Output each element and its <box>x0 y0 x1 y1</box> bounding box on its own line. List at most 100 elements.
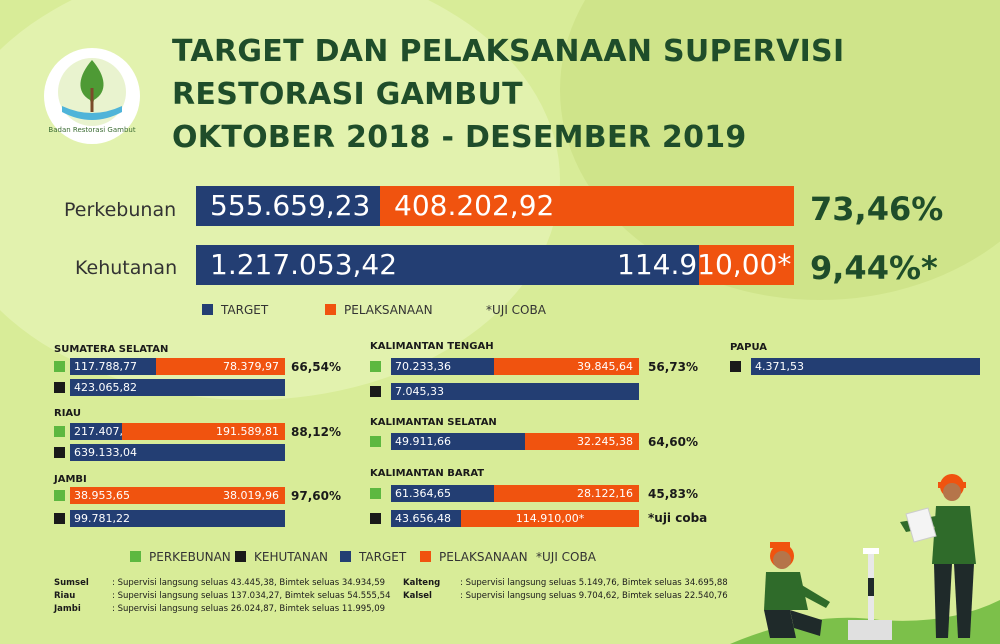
percent: 88,12% <box>291 425 341 439</box>
footnote-text: : Supervisi langsung seluas 137.034,27, … <box>112 591 391 601</box>
bar-perkebunan: 61.364,65 28.122,16 <box>391 485 639 502</box>
bar-segment-target: 555.659,23 <box>196 186 380 226</box>
bar-segment-pelaksanaan: 114.910,00* <box>461 510 639 527</box>
bar-perkebunan: 117.788,77 78.379,97 <box>70 358 285 375</box>
uji-coba-note: *uji coba <box>648 511 708 525</box>
footnote-text: : Supervisi langsung seluas 5.149,76, Bi… <box>460 578 728 588</box>
logo-text: Badan Restorasi Gambut <box>48 126 136 134</box>
legend-item-target: TARGET <box>202 303 268 317</box>
footnote-label: Kalsel <box>403 591 432 601</box>
kehutanan-marker <box>730 361 741 372</box>
bar-value-target: 38.953,65 <box>74 489 130 502</box>
region-name: KALIMANTAN SELATAN <box>370 417 497 428</box>
bar-segment-pelaksanaan: 28.122,16 <box>494 485 639 502</box>
row-label-perkebunan: Perkebunan <box>64 199 177 221</box>
bar-kehutanan: 423.065,82 <box>70 379 285 396</box>
legend-item-pelaksanaan: PELAKSANAAN <box>420 550 528 564</box>
legend-label: PELAKSANAAN <box>439 550 528 564</box>
region-name: KALIMANTAN BARAT <box>370 468 485 479</box>
legend-item-perkebunan: PERKEBUNAN <box>130 550 231 564</box>
bar-segment-pelaksanaan <box>699 245 794 285</box>
footnote-text: : Supervisi langsung seluas 9.704,62, Bi… <box>460 591 728 601</box>
perkebunan-marker <box>370 361 381 372</box>
footnote-label: Kalteng <box>403 578 441 588</box>
legend-label: PERKEBUNAN <box>149 550 231 564</box>
legend-item-uji-coba: *UJI COBA <box>486 303 546 317</box>
legend-label: PELAKSANAAN <box>344 303 433 317</box>
region-name: RIAU <box>54 408 81 419</box>
footnote-text: : Supervisi langsung seluas 26.024,87, B… <box>112 604 386 614</box>
bar-segment-pelaksanaan <box>70 487 285 504</box>
region-name: KALIMANTAN TENGAH <box>370 341 494 352</box>
bar-kehutanan: 99.781,22 <box>70 510 285 527</box>
legend-swatch <box>325 304 336 315</box>
kehutanan-marker <box>54 447 65 458</box>
bar-kehutanan: 639.133,04 <box>70 444 285 461</box>
tree-icon <box>58 58 126 126</box>
bar-perkebunan: 217.407,14 191.589,81 <box>70 423 285 440</box>
footnote-label: Jambi <box>54 604 81 614</box>
footnote-label: Sumsel <box>54 578 89 588</box>
percent-kehutanan: 9,44%* <box>810 249 938 287</box>
percent: 97,60% <box>291 489 341 503</box>
perkebunan-marker <box>54 490 65 501</box>
percent: 56,73% <box>648 360 698 374</box>
legend-item-pelaksanaan: PELAKSANAAN <box>325 303 433 317</box>
bar-segment-target: 99.781,22 <box>70 510 285 527</box>
footnote-text: : Supervisi langsung seluas 43.445,38, B… <box>112 578 386 588</box>
legend-label: TARGET <box>359 550 407 564</box>
perkebunan-marker <box>54 426 65 437</box>
logo: Badan Restorasi Gambut <box>44 48 140 144</box>
kehutanan-marker <box>370 386 381 397</box>
bar-perkebunan: 555.659,23 408.202,92 <box>196 186 794 226</box>
bar-segment-target: 1.217.053,42 <box>196 245 794 285</box>
kehutanan-marker <box>370 513 381 524</box>
bar-segment-target: 43.656,48 <box>391 510 461 527</box>
bar-segment-target: 49.911,66 <box>391 433 525 450</box>
bar-segment-pelaksanaan: 32.245,38 <box>525 433 639 450</box>
bar-kehutanan: 7.045,33 <box>391 383 639 400</box>
legend-item-kehutanan: KEHUTANAN <box>235 550 328 564</box>
region-name: PAPUA <box>730 342 768 353</box>
perkebunan-marker <box>54 361 65 372</box>
bar-segment-pelaksanaan: 408.202,92 <box>380 186 794 226</box>
kehutanan-marker <box>54 513 65 524</box>
bar-perkebunan: 38.953,65 38.019,96 <box>70 487 285 504</box>
legend-label: TARGET <box>221 303 269 317</box>
bar-segment-pelaksanaan: 78.379,97 <box>156 358 285 375</box>
bar-segment-pelaksanaan: 191.589,81 <box>122 423 285 440</box>
legend-swatch <box>130 551 141 562</box>
legend-swatch <box>420 551 431 562</box>
bar-segment-target: 217.407,14 <box>70 423 137 440</box>
perkebunan-marker <box>370 488 381 499</box>
bar-kehutanan: 1.217.053,42 114.910,00* <box>196 245 794 285</box>
bar-segment-pelaksanaan: 39.845,64 <box>494 358 639 375</box>
title-line: OKTOBER 2018 - DESEMBER 2019 <box>172 120 747 155</box>
row-label-kehutanan: Kehutanan <box>75 257 178 279</box>
workers-illustration <box>730 474 1000 644</box>
legend-item-uji-coba: *UJI COBA <box>536 550 596 564</box>
bar-segment-target: 423.065,82 <box>70 379 285 396</box>
bar-kehutanan: 43.656,48 114.910,00* <box>391 510 639 527</box>
bar-segment-target: 117.788,77 <box>70 358 156 375</box>
bar-value-pelaksanaan: 114.910,00* <box>617 248 792 281</box>
legend-swatch <box>202 304 213 315</box>
percent: 66,54% <box>291 360 341 374</box>
percent-perkebunan: 73,46% <box>810 190 944 228</box>
title-line: TARGET DAN PELAKSANAAN SUPERVISI <box>172 34 845 69</box>
bar-segment-target: 639.133,04 <box>70 444 285 461</box>
bar-segment-target: 70.233,36 <box>391 358 494 375</box>
bar-segment-target: 7.045,33 <box>391 383 639 400</box>
footnote-label: Riau <box>54 591 76 601</box>
region-name: JAMBI <box>54 474 87 485</box>
page-title: TARGET DAN PELAKSANAAN SUPERVISI RESTORA… <box>172 30 844 159</box>
legend-item-target: TARGET <box>340 550 406 564</box>
legend-swatch <box>340 551 351 562</box>
legend-swatch <box>235 551 246 562</box>
bar-perkebunan: 49.911,66 32.245,38 <box>391 433 639 450</box>
legend-label: KEHUTANAN <box>254 550 329 564</box>
bar-segment-target: 4.371,53 <box>751 358 980 375</box>
percent: 64,60% <box>648 435 698 449</box>
region-name: SUMATERA SELATAN <box>54 344 169 355</box>
